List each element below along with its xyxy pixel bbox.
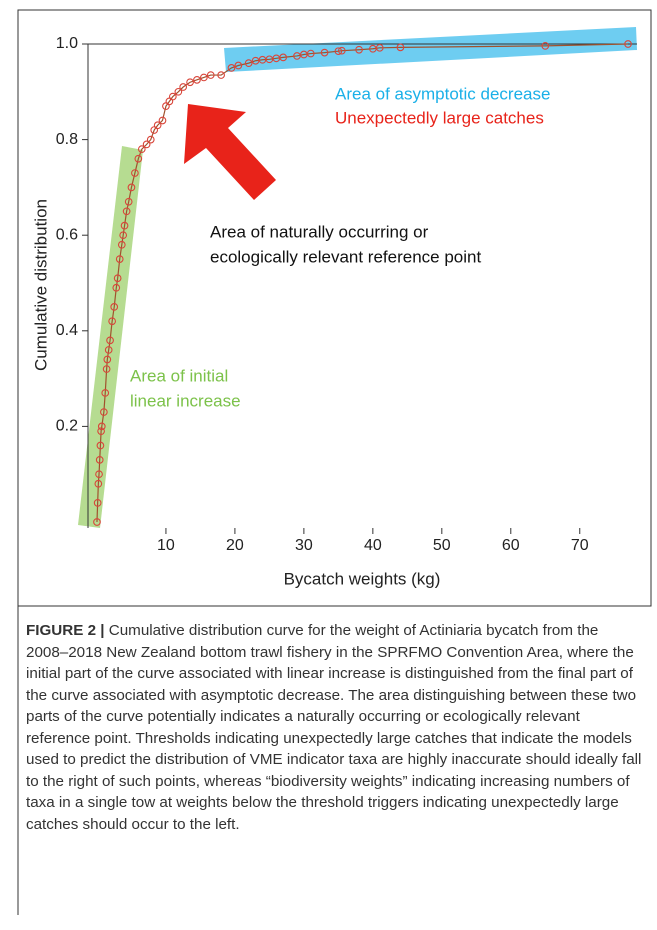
x-axis-label: Bycatch weights (kg) — [284, 569, 441, 588]
plot: 0.2 0.4 0.6 0.8 1.0 10 20 30 40 50 60 70 Area of asy… — [56, 35, 637, 554]
point — [320, 48, 329, 57]
point — [174, 87, 183, 96]
point — [624, 40, 632, 48]
x-tick-label: 50 — [433, 537, 451, 554]
caption-text: Cumulative distribution curve for the we… — [26, 622, 642, 833]
point — [93, 499, 102, 507]
point — [108, 317, 116, 326]
point — [101, 389, 110, 397]
caption-label: FIGURE 2 | — [26, 622, 105, 639]
point — [306, 49, 315, 58]
point — [375, 43, 384, 52]
annotation: Area of asymptotic decrease — [335, 84, 550, 103]
point — [168, 92, 177, 101]
point — [158, 116, 167, 125]
x-tick-label: 10 — [157, 537, 175, 554]
y-tick-label: 1.0 — [56, 35, 78, 52]
point — [193, 75, 201, 84]
point — [97, 422, 106, 431]
point — [179, 83, 188, 91]
point — [153, 121, 162, 130]
point — [97, 427, 105, 436]
point — [146, 135, 155, 144]
x-tick-label: 30 — [295, 537, 313, 554]
point — [227, 64, 236, 72]
x-tick-label: 70 — [571, 537, 589, 554]
point — [234, 61, 243, 70]
point — [337, 46, 346, 55]
annotation: ecologically relevant reference point — [210, 247, 481, 266]
point — [293, 52, 301, 60]
annotation: Area of initial — [130, 366, 228, 385]
y-tick-label: 0.2 — [56, 418, 78, 435]
point — [127, 183, 136, 192]
point — [115, 255, 124, 263]
annotation: linear increase — [130, 391, 241, 410]
x-tick-label: 60 — [502, 537, 520, 554]
figure-border — [17, 9, 652, 607]
point — [279, 53, 288, 62]
point — [122, 207, 131, 216]
point — [95, 456, 104, 464]
point — [93, 518, 101, 526]
point — [100, 408, 108, 416]
point — [134, 154, 143, 163]
point — [355, 45, 363, 54]
point — [186, 78, 194, 87]
point — [541, 42, 550, 50]
point — [102, 365, 111, 373]
y-axis-label: Cumulative distribution — [31, 199, 50, 371]
arrow — [184, 104, 276, 200]
point — [113, 274, 122, 283]
y-tick-label: 0.6 — [56, 226, 78, 243]
point — [334, 47, 343, 56]
point — [119, 231, 128, 240]
x-tick-label: 20 — [226, 537, 244, 554]
point — [117, 240, 126, 249]
point — [106, 336, 114, 345]
caption: FIGURE 2 | Cumulative distribution curve… — [26, 620, 644, 835]
point — [217, 71, 225, 79]
x-tick-label: 40 — [364, 537, 382, 554]
point — [142, 140, 151, 149]
annotation: Area of naturally occurring or — [210, 222, 429, 241]
y-tick-label: 0.4 — [56, 322, 78, 339]
asymptote-band — [224, 27, 637, 72]
point — [131, 169, 139, 177]
point — [103, 355, 112, 364]
y-tick-label: 0.8 — [56, 131, 78, 148]
point — [244, 59, 253, 67]
point — [94, 479, 103, 488]
point — [396, 43, 405, 52]
point — [124, 197, 133, 206]
point — [137, 145, 146, 154]
point — [120, 221, 129, 230]
point — [95, 470, 103, 479]
point — [96, 441, 105, 450]
point — [104, 346, 113, 354]
annotation: Unexpectedly large catches — [335, 108, 544, 127]
point — [200, 73, 208, 82]
point — [206, 71, 215, 79]
point — [110, 303, 119, 311]
point — [112, 283, 121, 292]
